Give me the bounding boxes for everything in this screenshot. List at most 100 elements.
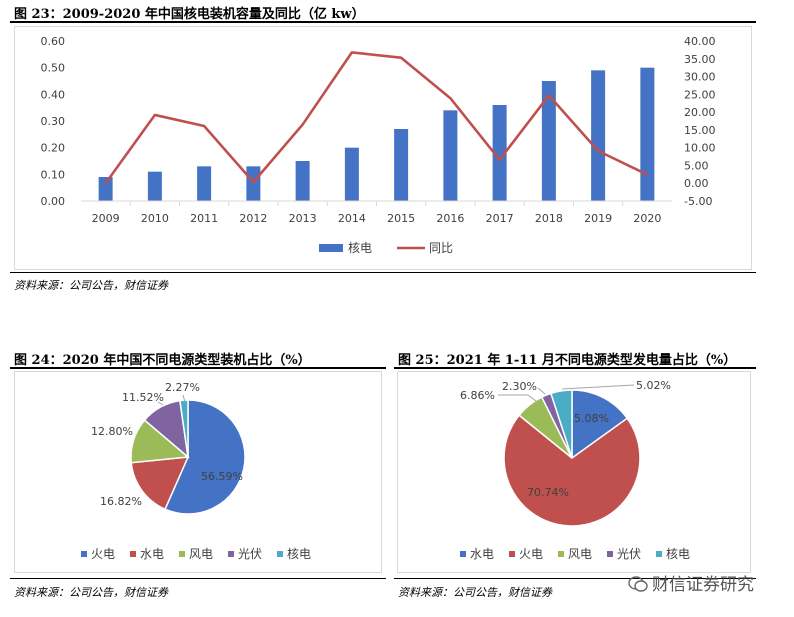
y-right-tick: 25.00 [684,88,716,101]
pie-label-光伏: 11.52% [122,391,164,404]
bar-nuclear-2014 [344,147,359,201]
y-left-tick: 0.40 [41,88,66,101]
pie-slice-核电 [549,389,573,459]
y-right-tick: 0.00 [684,177,709,190]
bar-nuclear-2015 [394,129,409,201]
legend-swatch-风电 [558,551,564,557]
bar-nuclear-2011 [197,166,212,201]
legend-label-yoy: 同比 [429,241,453,255]
y-left-tick: 0.30 [41,115,66,128]
pie-label-核电: 2.27% [165,381,200,394]
figure-24-title: 图 24：2020 年中国不同电源类型装机占比（%） [14,353,311,368]
legend-label-核电: 核电 [287,547,311,561]
line-point-2016 [449,97,452,100]
x-tick-2009: 2009 [92,212,120,225]
figure-25-bottom-rule [394,578,756,579]
figure-24-panel: 56.59% 16.82% 12.80% 11.52% 2.27% 火电 水电 风电 光伏 核电 [14,371,382,573]
y-right-tick: 5.00 [684,159,709,172]
y-right-tick: 40.00 [684,35,716,48]
figure-23-source: 资料来源：公司公告，财信证券 [14,279,168,292]
x-tick-2018: 2018 [535,212,563,225]
line-point-2010 [154,114,156,116]
y-right-tick: 20.00 [684,106,716,119]
y-left-tick: 0.60 [41,35,66,48]
pie-leader-line [182,394,186,403]
legend-swatch-核电 [656,551,662,557]
bar-nuclear-2019 [591,70,606,201]
legend-swatch-nuclear [319,244,343,252]
x-tick-2014: 2014 [338,212,366,225]
pie-slice-火电 [503,414,641,527]
watermark-text: 财信证券研究 [652,575,754,595]
wechat-icon [628,576,648,592]
figure-23-title: 图 23：2009-2020 年中国核电装机容量及同比（亿 kw） [14,7,365,22]
pie-label-风电: 12.80% [91,425,133,438]
pie-leader-line [561,384,635,390]
line-point-2015 [400,56,402,59]
y-left-tick: 0.20 [41,142,66,155]
y-left-tick: 0.10 [41,168,66,181]
legend-swatch-水电 [130,551,136,557]
line-point-2020 [646,173,649,176]
pie-slice-水电 [130,456,190,511]
pie-label-水电: 16.82% [100,495,142,508]
y-right-tick: 30.00 [684,71,716,84]
legend-swatch-风电 [179,551,185,557]
line-point-2019 [597,150,599,152]
legend-swatch-核电 [277,551,283,557]
legend-swatch-光伏 [228,551,234,557]
line-point-2011 [203,125,205,127]
bar-nuclear-2017 [492,105,507,201]
figure-24-bottom-rule [10,578,386,579]
x-tick-2013: 2013 [289,212,317,225]
figure-24-top-rule [10,367,386,369]
line-point-2018 [548,94,550,97]
pie-label-水电: 15.08% [567,412,609,425]
line-point-2017 [498,158,501,161]
y-right-tick: 35.00 [684,53,716,66]
x-tick-2011: 2011 [190,212,218,225]
generation-share-pie: 15.08% 70.74% 6.86% 2.30% 5.02% 水电 火电 风电 光伏 核电 [460,379,690,561]
pie-label-光伏: 2.30% [502,380,537,393]
legend-label-核电: 核电 [666,547,690,561]
x-tick-2015: 2015 [387,212,415,225]
installed-share-pie: 56.59% 16.82% 12.80% 11.52%2.27% 火电 水电 风电 光伏 核电 [81,381,311,561]
line-point-2012 [252,181,255,183]
line-yoy [104,51,648,184]
figure-23-bottom-rule [10,272,756,273]
pie-label-火电: 56.59% [201,470,243,483]
pie-leader-line [537,387,546,395]
figure-24-source: 资料来源：公司公告，财信证券 [14,586,168,599]
y-right-tick: -5.00 [684,195,712,208]
watermark: 财信证券研究 [628,570,754,595]
bar-nuclear-2010 [147,171,162,201]
legend-label-火电: 火电 [519,547,543,561]
legend-swatch-光伏 [607,551,613,557]
pie-slice-火电 [164,399,246,515]
pie-label-核电: 5.02% [636,379,671,392]
line-point-2009 [104,182,107,185]
legend-label-火电: 火电 [91,547,115,561]
figure-25-title: 图 25：2021 年 1-11 月不同电源类型发电量占比（%） [398,353,737,368]
y-right-tick: 15.00 [684,124,716,137]
y-left-tick: 0.00 [41,195,66,208]
legend-label-水电: 水电 [470,547,494,561]
bar-nuclear-2020 [640,67,655,201]
pie-label-风电: 6.86% [460,389,495,402]
x-tick-2019: 2019 [584,212,612,225]
legend-swatch-火电 [509,551,515,557]
pie-slice-核电 [179,399,189,458]
bar-nuclear-2013 [295,161,310,201]
y-left-tick: 0.50 [41,62,66,75]
legend-swatch-水电 [460,551,466,557]
figure-25-panel: 15.08% 70.74% 6.86% 2.30% 5.02% 水电 火电 风电 光伏 核电 [397,371,751,573]
bar-nuclear-2009 [98,177,113,201]
legend-label-光伏: 光伏 [617,547,641,561]
x-tick-2012: 2012 [239,212,267,225]
bar-nuclear-2018 [541,81,556,201]
y-right-tick: 10.00 [684,142,716,155]
figure-23-top-rule [10,21,756,23]
figure-23-panel: 0.00 0.10 0.20 0.30 0.40 0.50 0.60 -5.00 0.00 5.0… [14,26,752,270]
figure-25-source: 资料来源：公司公告，财信证券 [398,586,552,599]
x-tick-2010: 2010 [141,212,169,225]
